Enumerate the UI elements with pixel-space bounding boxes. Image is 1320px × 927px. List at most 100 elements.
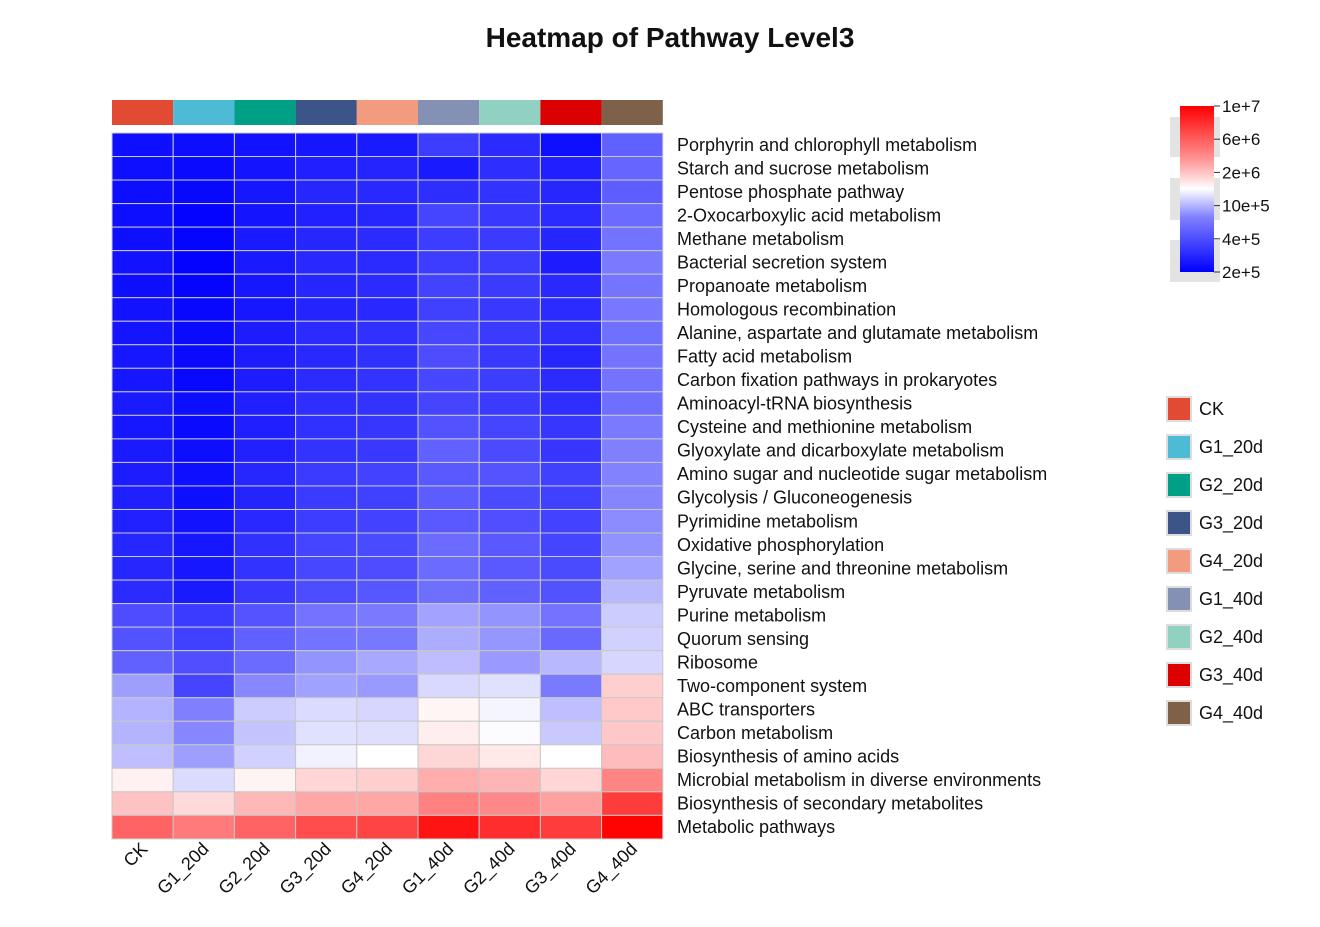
heatmap-cell: [356, 156, 419, 181]
row-label: Microbial metabolism in diverse environm…: [677, 770, 1041, 790]
heatmap-cell: [601, 344, 664, 369]
heatmap-cell: [478, 508, 541, 534]
heatmap-cell: [295, 438, 358, 463]
heatmap-cell: [601, 744, 664, 769]
heatmap-cell: [417, 132, 480, 158]
heatmap-cell: [111, 673, 174, 699]
heatmap-cell: [478, 156, 541, 181]
row-label: Starch and sucrose metabolism: [677, 158, 929, 178]
heatmap-cell: [233, 438, 297, 463]
heatmap-cell: [356, 556, 419, 581]
heatmap-cell: [172, 391, 235, 416]
legend-label: G2_40d: [1199, 626, 1264, 647]
heatmap-cell: [539, 532, 603, 558]
heatmap-cell: [233, 367, 297, 393]
heatmap-cell: [478, 814, 541, 840]
heatmap-cell: [417, 508, 480, 534]
heatmap-cell: [295, 273, 358, 299]
heatmap-cell: [356, 203, 419, 228]
heatmap-cell: [478, 273, 541, 299]
row-label: Oxidative phosphorylation: [677, 535, 884, 555]
heatmap-cell: [601, 767, 664, 793]
row-label: Methane metabolism: [677, 229, 844, 249]
heatmap-cell: [601, 297, 664, 322]
heatmap-cell: [539, 744, 603, 769]
heatmap-cell: [539, 203, 603, 228]
heatmap-cell: [417, 579, 480, 605]
column-labels: CK G1_20d G2_20d G3_20d G4_20d G1_40d G2_40d G3…: [120, 839, 642, 899]
heatmap-cell: [601, 414, 664, 440]
heatmap-cell: [172, 250, 235, 275]
heatmap-cell: [356, 320, 419, 346]
heatmap-cell: [539, 508, 603, 534]
color-scale-tick-label: 2e+5: [1222, 263, 1260, 282]
legend-label: CK: [1199, 398, 1225, 419]
heatmap-cell: [417, 179, 480, 205]
heatmap-cell: [601, 367, 664, 393]
heatmap-cell: [295, 791, 358, 816]
heatmap-cell: [417, 556, 480, 581]
heatmap-cell: [111, 320, 174, 346]
heatmap-cell: [601, 720, 664, 746]
heatmap-cell: [295, 250, 358, 275]
heatmap-cell: [172, 438, 235, 463]
heatmap-cell: [417, 791, 480, 816]
legend-item-G2_20d: G2_20d: [1166, 466, 1263, 504]
row-label: Two-component system: [677, 676, 867, 696]
heatmap-cell: [478, 744, 541, 769]
heatmap-cell: [356, 532, 419, 558]
heatmap-cell: [111, 767, 174, 793]
heatmap-cell: [111, 391, 174, 416]
heatmap-cell: [539, 461, 603, 487]
heatmap-cell: [539, 767, 603, 793]
heatmap-cell: [601, 320, 664, 346]
heatmap-cell: [233, 791, 297, 816]
chart-title: Heatmap of Pathway Level3: [485, 22, 855, 53]
color-scale-bar: [1180, 106, 1214, 272]
legend-label: G1_20d: [1199, 436, 1264, 457]
heatmap-cell: [417, 697, 480, 722]
heatmap-cell: [601, 391, 664, 416]
heatmap-cell: [417, 203, 480, 228]
row-label: Bacterial secretion system: [677, 252, 887, 272]
annotation-G3_40d: [540, 100, 602, 125]
heatmap-cell: [172, 461, 235, 487]
heatmap-cell: [111, 438, 174, 463]
heatmap-cell: [172, 814, 235, 840]
heatmap-cell: [172, 156, 235, 181]
heatmap-cell: [172, 297, 235, 322]
heatmap-cell: [356, 461, 419, 487]
heatmap-cell: [478, 626, 541, 652]
heatmap-cell: [417, 767, 480, 793]
heatmap-cell: [478, 532, 541, 558]
heatmap-cell: [601, 814, 664, 840]
heatmap-cell: [356, 650, 419, 675]
heatmap-cell: [601, 485, 664, 510]
color-scale-tick-label: 10e+5: [1222, 197, 1270, 216]
column-annotation-bar: [112, 100, 663, 125]
legend-item-G2_40d: G2_40d: [1166, 618, 1263, 656]
row-label: Purine metabolism: [677, 605, 826, 625]
heatmap-cell: [478, 485, 541, 510]
heatmap-cell: [233, 720, 297, 746]
heatmap-cell: [417, 532, 480, 558]
heatmap-cell: [601, 556, 664, 581]
heatmap-cell: [233, 697, 297, 722]
heatmap-cell: [417, 626, 480, 652]
heatmap-cell: [417, 367, 480, 393]
heatmap-cell: [111, 603, 174, 628]
row-label: Aminoacyl-tRNA biosynthesis: [677, 394, 912, 414]
heatmap-cell: [111, 720, 174, 746]
heatmap-cell: [356, 391, 419, 416]
heatmap-cell: [233, 532, 297, 558]
heatmap-cell: [111, 697, 174, 722]
heatmap-cell: [478, 297, 541, 322]
heatmap-cell: [172, 273, 235, 299]
heatmap-cell: [172, 320, 235, 346]
heatmap-cell: [601, 203, 664, 228]
annotation-G2_40d: [479, 100, 541, 125]
heatmap-cell: [295, 532, 358, 558]
heatmap-cell: [111, 744, 174, 769]
heatmap-cell: [233, 203, 297, 228]
annotation-G1_40d: [418, 100, 480, 125]
